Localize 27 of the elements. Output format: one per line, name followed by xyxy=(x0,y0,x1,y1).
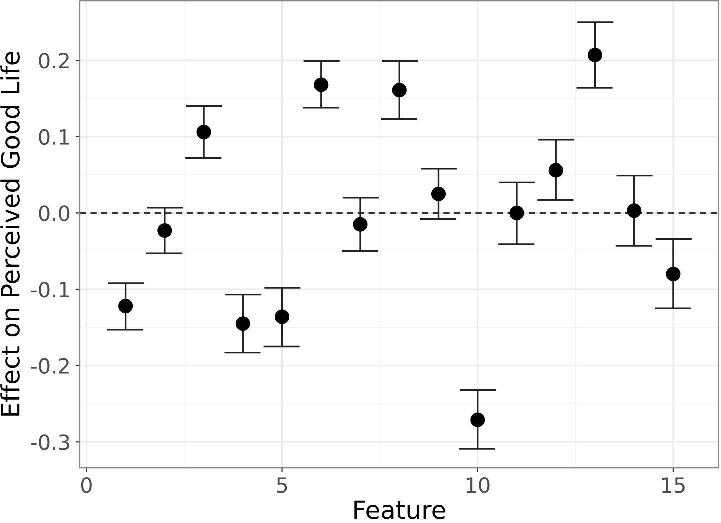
point xyxy=(470,412,486,428)
point xyxy=(588,48,603,63)
x-tick-label: 5 xyxy=(277,478,288,494)
point xyxy=(627,204,642,218)
point xyxy=(158,223,172,238)
point xyxy=(314,78,329,92)
y-tick-label: 0.0 xyxy=(39,206,70,222)
point xyxy=(353,217,368,232)
point xyxy=(236,316,250,332)
y-tick-label: -0.1 xyxy=(31,282,70,298)
point xyxy=(431,186,446,202)
point xyxy=(274,310,290,324)
y-tick-label: 0.1 xyxy=(39,129,70,146)
point xyxy=(118,299,134,314)
y-tick-label: 0.2 xyxy=(39,53,69,69)
point xyxy=(510,206,524,220)
point xyxy=(392,83,407,98)
x-tick-label: 15 xyxy=(662,478,685,494)
y-tick-label: -0.3 xyxy=(31,434,70,450)
y-axis-title: Effect on Perceived Good Life xyxy=(0,52,20,416)
point xyxy=(666,266,681,282)
point xyxy=(548,163,564,178)
x-axis-title: Feature xyxy=(354,500,446,520)
x-tick-label: 10 xyxy=(466,477,490,494)
y-tick-label: -0.2 xyxy=(31,358,69,374)
x-tick-label: 0 xyxy=(81,477,92,494)
point xyxy=(196,125,212,140)
